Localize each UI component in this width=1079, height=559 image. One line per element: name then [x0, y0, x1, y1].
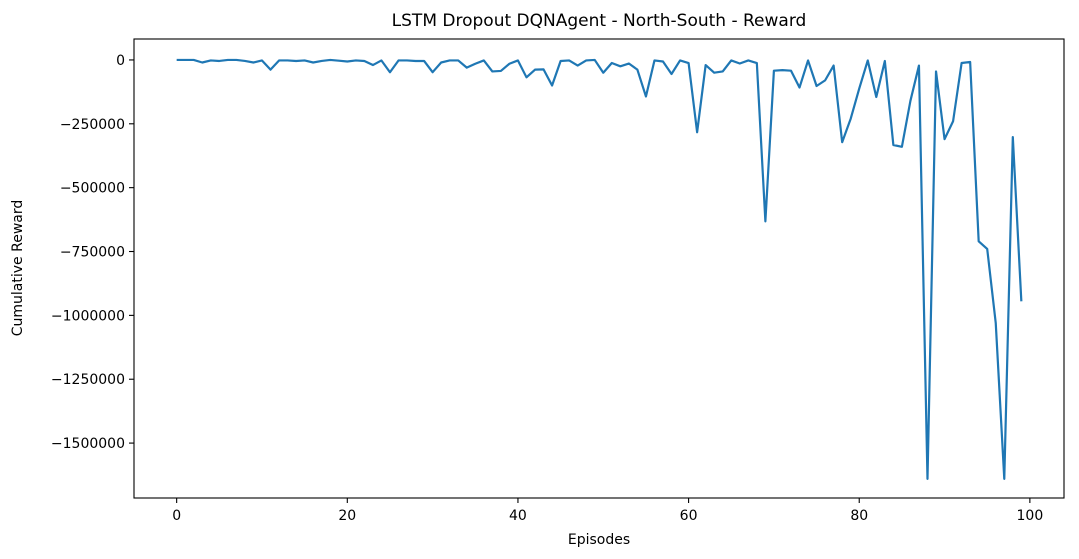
y-axis-label: Cumulative Reward: [10, 200, 26, 337]
chart-title: LSTM Dropout DQNAgent - North-South - Re…: [392, 11, 807, 31]
x-tick-label: 20: [338, 508, 356, 524]
y-tick-label: −1000000: [51, 308, 125, 324]
y-tick-label: −1250000: [51, 372, 125, 388]
y-tick-label: −1500000: [51, 436, 125, 452]
x-tick-label: 40: [509, 508, 527, 524]
axes-frame: [133, 38, 1065, 499]
y-tick-label: −500000: [60, 181, 125, 197]
reward-series-line: [176, 58, 1023, 480]
y-tick-label: −750000: [60, 245, 125, 261]
x-tick-label: 60: [680, 508, 698, 524]
x-axis: 0 20 40 60 80 100: [172, 498, 1043, 524]
y-axis: 0 −250000 −500000 −750000 −1000000 −1250000 −1…: [51, 53, 134, 452]
y-tick-label: 0: [116, 53, 125, 69]
y-tick-label: −250000: [60, 117, 125, 133]
x-tick-label: 80: [850, 508, 868, 524]
plot-area: [176, 58, 1023, 480]
x-tick-label: 0: [172, 508, 181, 524]
x-tick-label: 100: [1017, 508, 1044, 524]
x-axis-label: Episodes: [568, 532, 630, 548]
